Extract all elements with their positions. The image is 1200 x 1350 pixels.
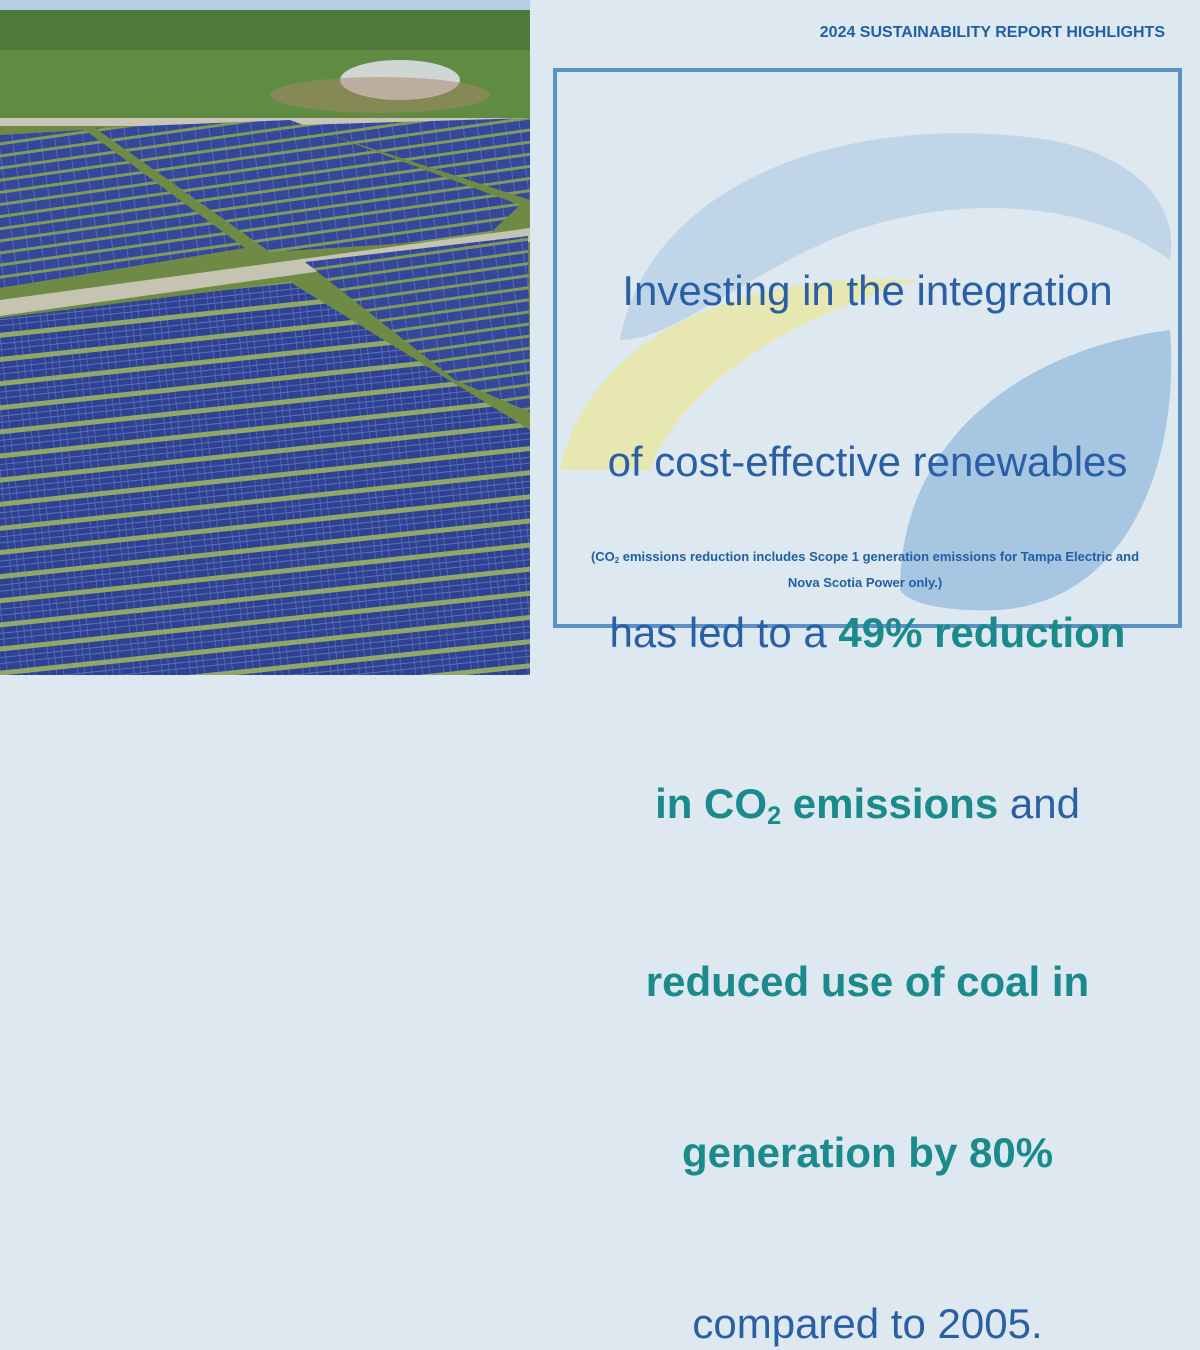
report-title: 2024 SUSTAINABILITY REPORT HIGHLIGHTS	[819, 24, 1165, 41]
line: Investing in the integration	[557, 262, 1178, 319]
text: compared to 2005.	[692, 1300, 1043, 1347]
highlight: generation by 80%	[681, 1129, 1054, 1176]
subscript: 2	[614, 555, 620, 565]
highlight: 49% reduction	[838, 609, 1126, 656]
frame	[553, 68, 1182, 628]
line: reduced use of coal in	[557, 953, 1178, 1010]
line: of cost-effective renewables	[557, 433, 1178, 490]
highlight: reduced use of coal in	[645, 958, 1090, 1005]
highlight: emissions	[781, 780, 999, 827]
line: has led to a 49% reduction	[557, 604, 1178, 661]
headline: Investing in the integration of cost-eff…	[557, 148, 1178, 1350]
line: generation by 80%	[557, 1124, 1178, 1181]
footnote: (CO2 emissions reduction includes Scope …	[575, 545, 1155, 595]
line: in CO2 emissions and	[557, 775, 1178, 839]
solar-photo	[0, 0, 530, 675]
text: (CO	[590, 549, 615, 564]
subscript: 2	[767, 802, 782, 831]
text: of cost-effective renewables	[607, 438, 1128, 485]
text: has led to a	[609, 609, 839, 656]
text: emissions reduction includes Scope 1 gen…	[619, 549, 1140, 590]
decor	[560, 133, 1172, 611]
text: and	[998, 780, 1080, 827]
line: compared to 2005.	[557, 1295, 1178, 1350]
text: Investing in the integration	[622, 267, 1113, 314]
highlight: in CO	[655, 780, 768, 827]
